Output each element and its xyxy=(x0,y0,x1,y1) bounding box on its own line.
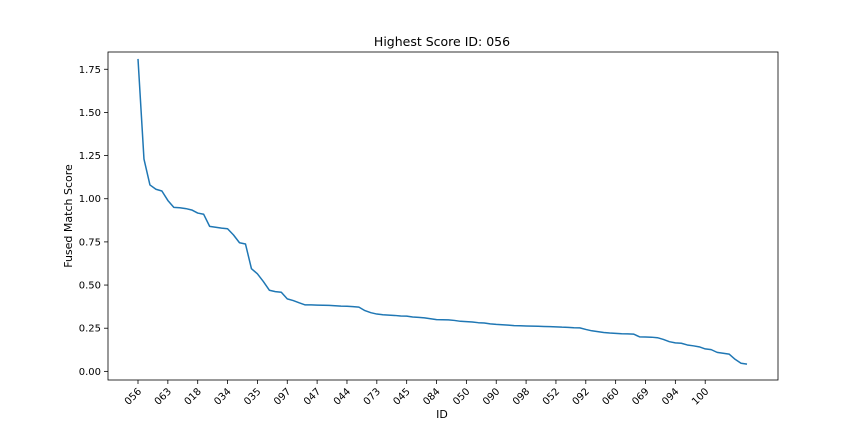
x-tick-label: 098 xyxy=(511,386,532,407)
y-tick-label: 1.75 xyxy=(79,65,101,76)
y-axis-label: Fused Match Score xyxy=(62,164,75,268)
y-tick-label: 0.00 xyxy=(79,367,101,378)
x-tick-label: 034 xyxy=(212,386,233,407)
y-tick-label: 0.25 xyxy=(79,324,101,335)
x-tick-label: 084 xyxy=(421,386,442,407)
x-tick-label: 069 xyxy=(630,386,651,407)
plot-area xyxy=(107,51,779,381)
y-tick-label: 1.50 xyxy=(79,108,101,119)
x-tick-label: 052 xyxy=(541,386,562,407)
x-tick-label: 092 xyxy=(571,386,592,407)
x-tick-label: 044 xyxy=(332,386,353,407)
x-tick-label: 018 xyxy=(183,386,204,407)
x-axis: 056 063 018 034 035 097 047 044 073 045 084 050 090 0… xyxy=(123,380,711,408)
x-tick-label: 047 xyxy=(302,386,323,407)
series-line xyxy=(137,58,748,365)
x-tick-label: 063 xyxy=(153,386,174,407)
x-axis-label: ID xyxy=(436,408,448,421)
x-tick-label: 097 xyxy=(272,386,293,407)
x-tick-label: 060 xyxy=(600,386,621,407)
y-tick-label: 0.50 xyxy=(79,281,101,292)
y-axis: 0.00 0.25 0.50 0.75 1.00 1.25 1.50 1.75 xyxy=(79,65,108,378)
x-tick-label: 073 xyxy=(362,386,383,407)
x-tick-label: 035 xyxy=(242,386,263,407)
x-tick-label: 045 xyxy=(392,386,413,407)
chart-title: Highest Score ID: 056 xyxy=(374,34,510,49)
x-tick-label: 056 xyxy=(123,386,144,407)
y-tick-label: 1.00 xyxy=(79,194,101,205)
y-tick-label: 1.25 xyxy=(79,151,101,162)
x-tick-label: 100 xyxy=(690,386,711,407)
x-tick-label: 090 xyxy=(481,386,502,407)
x-tick-label: 050 xyxy=(451,386,472,407)
y-tick-label: 0.75 xyxy=(79,237,101,248)
x-tick-label: 094 xyxy=(660,386,681,407)
